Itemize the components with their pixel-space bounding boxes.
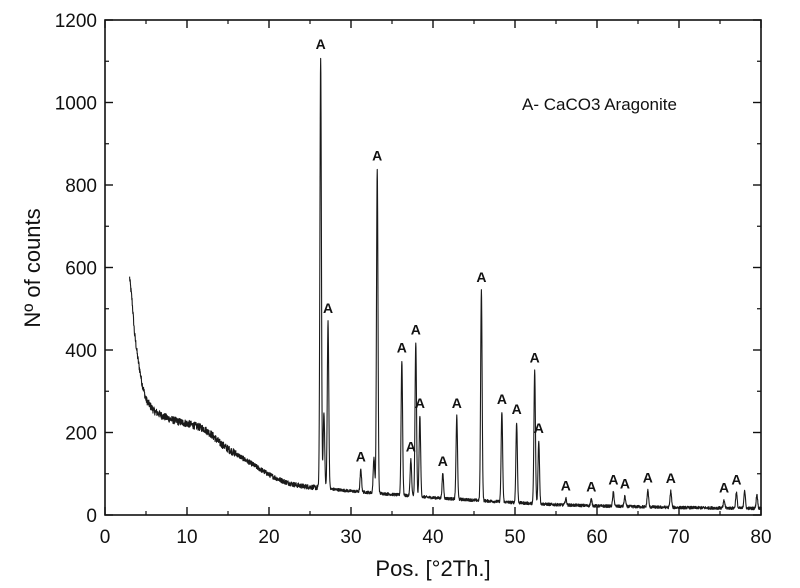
peak-label: A <box>316 36 326 52</box>
peak-label: A <box>512 401 522 417</box>
y-tick-label: 800 <box>65 176 97 197</box>
y-axis-label: Nº of counts <box>20 208 45 327</box>
y-tick-label: 1200 <box>55 11 97 32</box>
peak-label: A <box>356 449 366 465</box>
peak-label: A <box>643 469 653 485</box>
peak-label: A <box>534 420 544 436</box>
peak-label: A <box>323 300 333 316</box>
peak-label: A <box>666 470 676 486</box>
legend-text: A- CaCO3 Aragonite <box>522 95 677 114</box>
x-tick-label: 60 <box>586 527 607 548</box>
peak-label: A <box>411 322 421 338</box>
peak-label: A <box>397 339 407 355</box>
peak-label: A <box>530 350 540 366</box>
x-tick-label: 50 <box>504 527 525 548</box>
y-tick-label: 1000 <box>55 94 97 115</box>
x-tick-label: 20 <box>258 527 279 548</box>
peak-label: A <box>620 475 630 491</box>
x-tick-label: 80 <box>750 527 771 548</box>
y-tick-label: 600 <box>65 259 97 280</box>
x-tick-label: 40 <box>422 527 443 548</box>
y-tick-label: 400 <box>65 341 97 362</box>
peak-label: A <box>438 453 448 469</box>
x-tick-label: 0 <box>100 527 111 548</box>
diffraction-curve-layer <box>129 57 762 511</box>
peak-label: A <box>497 391 507 407</box>
peak-label: A <box>476 269 486 285</box>
peak-label: A <box>561 478 571 494</box>
x-tick-label: 10 <box>176 527 197 548</box>
peak-label: A <box>608 471 618 487</box>
y-tick-label: 200 <box>65 424 97 445</box>
peak-label: A <box>415 395 425 411</box>
y-tick-label: 0 <box>86 506 97 527</box>
diffraction-line <box>129 57 762 511</box>
peak-label: A <box>731 471 741 487</box>
peak-label: A <box>406 438 416 454</box>
peak-label: A <box>586 478 596 494</box>
x-tick-label: 30 <box>340 527 361 548</box>
x-axis-label: Pos. [°2Th.] <box>375 556 490 581</box>
x-tick-label: 70 <box>668 527 689 548</box>
peak-label: A <box>372 148 382 164</box>
peak-label: A <box>452 395 462 411</box>
peak-label: A <box>719 480 729 496</box>
